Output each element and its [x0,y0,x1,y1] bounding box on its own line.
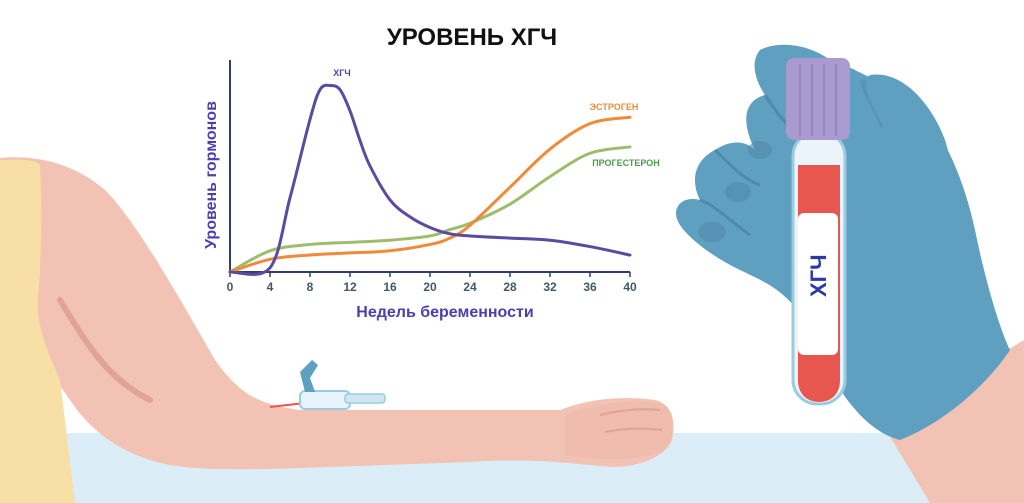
x-tick-label: 20 [423,280,437,294]
x-tick-label: 36 [583,280,597,294]
x-tick-label: 16 [383,280,397,294]
series-line-progesterone [228,145,632,274]
x-tick-label: 0 [227,280,234,294]
test-tube-illustration: ХГЧ [786,58,850,406]
series-label-hcg: ХГЧ [333,68,350,78]
series-label-progesterone: ПРОГЕСТЕРОН [592,158,660,168]
syringe-illustration [269,360,386,410]
x-tick-label: 8 [307,280,314,294]
x-tick-label: 40 [623,280,637,294]
y-axis-label: Уровень гормонов [203,101,220,249]
x-axis-ticks: 0 4 8 12 16 20 24 28 32 36 40 [227,272,637,294]
test-tube-cap [786,58,850,140]
chart-series [228,83,632,276]
tank-top-illustration [0,159,75,503]
chart-title: УРОВЕНЬ ХГЧ [387,24,557,51]
series-label-estrogen: ЭСТРОГЕН [590,102,639,112]
x-tick-label: 12 [343,280,357,294]
x-axis-label: Недель беременности [356,304,533,321]
x-tick-label: 4 [267,280,274,294]
chart-series-labels: ХГЧ ЭСТРОГЕН ПРОГЕСТЕРОН [333,68,660,168]
glove-thumb-illustration [865,74,951,206]
x-tick-label: 28 [503,280,517,294]
x-tick-label: 32 [543,280,557,294]
x-tick-label: 24 [463,280,477,294]
test-tube-label: ХГЧ [806,254,831,297]
patient-arm-illustration [0,157,674,470]
series-line-estrogen [228,115,632,274]
series-line-hcg [228,83,632,276]
